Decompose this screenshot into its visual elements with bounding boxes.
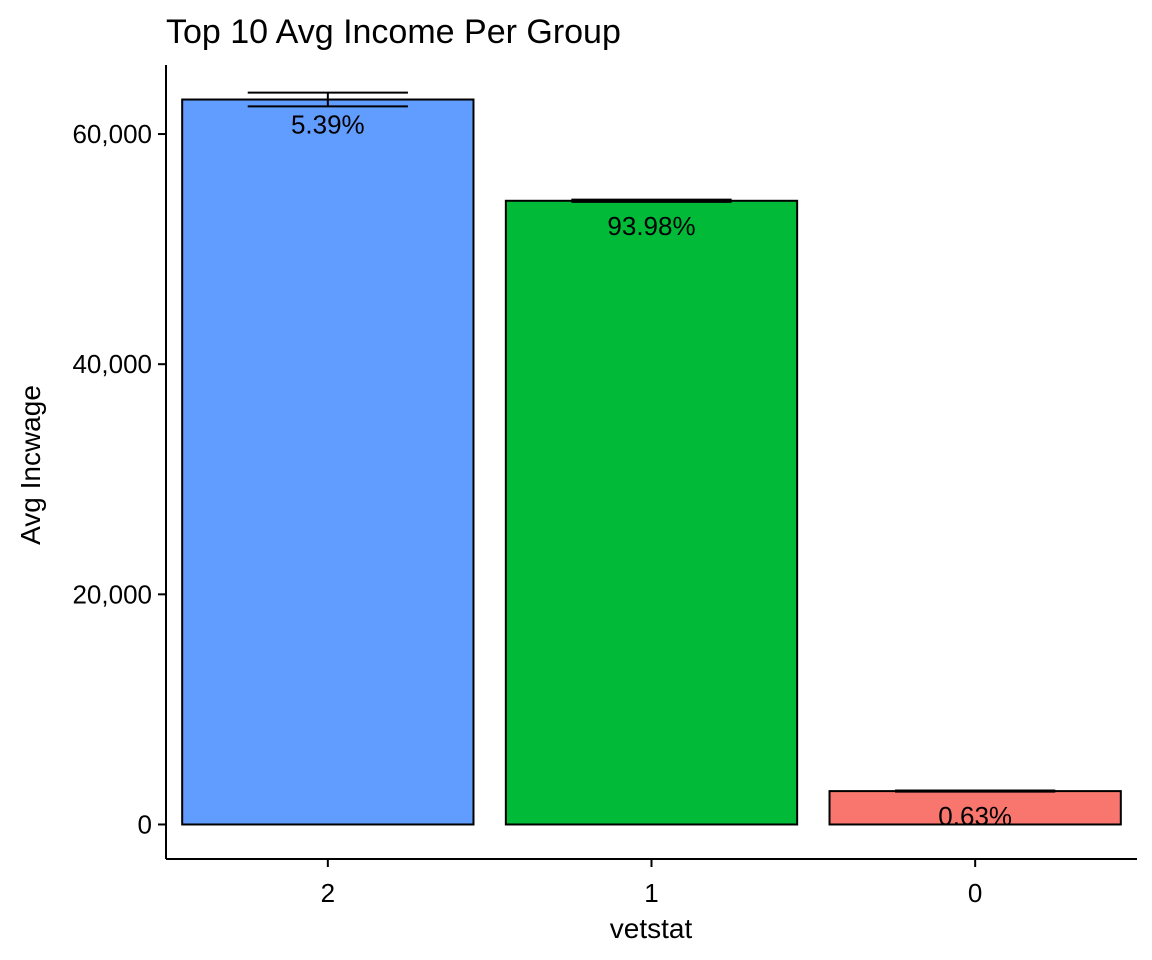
bar-1 xyxy=(504,199,799,826)
bar-2 xyxy=(181,98,475,826)
data-label: 5.39% xyxy=(291,110,365,140)
chart-title: Top 10 Avg Income Per Group xyxy=(166,13,621,51)
y-tick-label: 0 xyxy=(138,809,152,839)
y-axis-title: Avg Incwage xyxy=(15,385,46,545)
data-label: 0.63% xyxy=(938,801,1012,831)
x-axis-title: vetstat xyxy=(610,913,693,944)
x-tick-label: 1 xyxy=(644,878,658,908)
x-tick-label: 2 xyxy=(321,878,335,908)
data-labels: 5.39% 93.98% 0.63% xyxy=(291,110,1012,832)
data-label: 93.98% xyxy=(607,211,695,241)
y-tick-label: 60,000 xyxy=(72,119,152,149)
error-bars xyxy=(247,91,1056,793)
x-tick-label: 0 xyxy=(968,878,982,908)
y-tick-label: 40,000 xyxy=(72,349,152,379)
y-tick-label: 20,000 xyxy=(72,579,152,609)
bars xyxy=(181,98,1122,826)
bar-0 xyxy=(828,790,1122,826)
ticks: 0 20,000 40,000 60,000 2 1 0 xyxy=(72,119,982,908)
